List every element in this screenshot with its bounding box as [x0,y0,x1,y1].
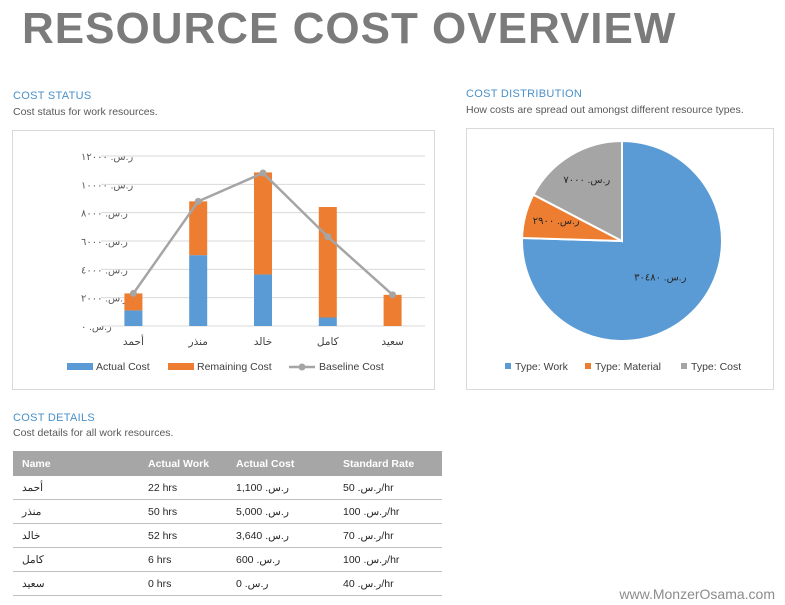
page-title: RESOURCE COST OVERVIEW [22,4,677,53]
x-tick-label: كامل [317,336,339,348]
table-row: منذر 50 hrs ر.س. 5,000 ر.س. 100/hr [13,499,442,524]
legend-swatch-cost [681,363,687,369]
cell-name: كامل [13,547,139,572]
cell-actual-work: 50 hrs [139,499,227,524]
column-header-actual-cost: Actual Cost [227,451,334,476]
cell-actual-cost: ر.س. 600 [227,547,334,572]
legend-swatch-actual-cost [67,363,93,370]
cell-name: سعيد [13,571,139,596]
bar-remaining-cost [318,207,337,318]
bar-remaining-cost [189,201,208,256]
x-tick-label: منذر [188,336,208,348]
column-header-standard-rate: Standard Rate [334,451,442,476]
cell-standard-rate: ر.س. 70/hr [334,523,442,548]
baseline-cost-point [324,233,332,241]
cell-actual-work: 22 hrs [139,476,227,500]
cost-status-svg: ر.س. ٠ ر.س. ٢٠٠٠ ر.س. ٤٠٠٠ ر.س. ٦٠٠٠ ر.س. ٨٠… [67,152,425,373]
table-row: سعيد 0 hrs ر.س. 0 ر.س. 40/hr [13,571,442,596]
x-tick-label: أحمد [123,334,144,348]
y-tick-label: ر.س. ٨٠٠٠ [81,209,128,220]
baseline-cost-point [259,169,267,177]
cell-actual-cost: ر.س. 5,000 [227,499,334,524]
legend-label-baseline-cost: Baseline Cost [319,361,384,373]
x-tick-label: سعيد [381,336,404,348]
y-tick-label: ر.س. ٦٠٠٠ [81,237,128,248]
cell-actual-cost: ر.س. 0 [227,571,334,596]
legend-marker-baseline-cost [298,363,306,371]
pie-slice [532,139,623,243]
baseline-cost-point [129,289,137,297]
baseline-cost-point [389,291,397,299]
pie-data-label: ر.س. ٣٠٤٨٠ [634,272,686,283]
y-tick-label: ر.س. ٠ [81,322,112,333]
bar-actual-cost [189,255,208,326]
bar-remaining-cost [124,293,143,311]
cell-actual-cost: ر.س. 1,100 [227,476,334,500]
cost-distribution-heading: COST DISTRIBUTION [466,88,583,100]
legend-swatch-remaining-cost [168,363,194,370]
cell-standard-rate: ر.س. 40/hr [334,571,442,596]
x-tick-label: خالد [254,336,272,348]
legend-label-remaining-cost: Remaining Cost [197,361,272,373]
cost-distribution-chart: ر.س. ٣٠٤٨٠ ر.س. ٢٩٠٠ ر.س. ٧٠٠٠ Type: Work Ty… [466,128,774,390]
cost-details-table: Name Actual Work Actual Cost Standard Ra… [13,451,442,596]
cell-standard-rate: ر.س. 100/hr [334,547,442,572]
bar-actual-cost [318,317,337,326]
cost-status-heading: COST STATUS [13,90,92,102]
baseline-cost-point [194,197,202,205]
cell-name: أحمد [13,476,139,500]
cell-name: منذر [13,499,139,524]
cell-actual-work: 52 hrs [139,523,227,548]
cell-actual-cost: ر.س. 3,640 [227,523,334,548]
table-row: كامل 6 hrs ر.س. 600 ر.س. 100/hr [13,547,442,572]
bar-actual-cost [124,310,143,326]
pie-data-label: ر.س. ٢٩٠٠ [533,216,580,227]
cost-status-chart: ر.س. ٠ ر.س. ٢٠٠٠ ر.س. ٤٠٠٠ ر.س. ٦٠٠٠ ر.س. ٨٠… [12,130,435,390]
y-tick-label: ر.س. ٤٠٠٠ [81,265,128,276]
cost-distribution-subtitle: How costs are spread out amongst differe… [466,104,744,116]
pie-data-label: ر.س. ٧٠٠٠ [563,175,610,186]
cell-actual-work: 0 hrs [139,571,227,596]
column-header-actual-work: Actual Work [139,451,227,476]
legend-label-actual-cost: Actual Cost [96,361,150,373]
y-tick-label: ر.س. ١٠٠٠٠ [81,180,133,191]
cost-details-subtitle: Cost details for all work resources. [13,427,174,439]
bar-remaining-cost [254,172,272,275]
cell-standard-rate: ر.س. 100/hr [334,499,442,524]
legend-label-work: Type: Work [515,361,569,373]
cost-details-heading: COST DETAILS [13,412,96,424]
cell-actual-work: 6 hrs [139,547,227,572]
watermark: www.MonzerOsama.com [619,586,775,602]
column-header-name: Name [13,451,139,476]
legend-swatch-work [505,363,511,369]
legend-swatch-material [585,363,591,369]
table-row: خالد 52 hrs ر.س. 3,640 ر.س. 70/hr [13,523,442,548]
y-tick-label: ر.س. ١٢٠٠٠ [81,152,133,163]
y-tick-label: ر.س. ٢٠٠٠ [81,294,128,305]
legend-label-material: Type: Material [595,361,661,373]
table-header-row: Name Actual Work Actual Cost Standard Ra… [13,451,442,476]
bar-actual-cost [254,274,272,326]
table-row: أحمد 22 hrs ر.س. 1,100 ر.س. 50/hr [13,476,442,500]
cost-distribution-svg: ر.س. ٣٠٤٨٠ ر.س. ٢٩٠٠ ر.س. ٧٠٠٠ Type: Work Ty… [505,139,741,373]
cell-name: خالد [13,523,139,548]
cost-status-subtitle: Cost status for work resources. [13,106,158,118]
legend-label-cost: Type: Cost [691,361,741,373]
cell-standard-rate: ر.س. 50/hr [334,476,442,500]
bar-remaining-cost [383,294,402,326]
